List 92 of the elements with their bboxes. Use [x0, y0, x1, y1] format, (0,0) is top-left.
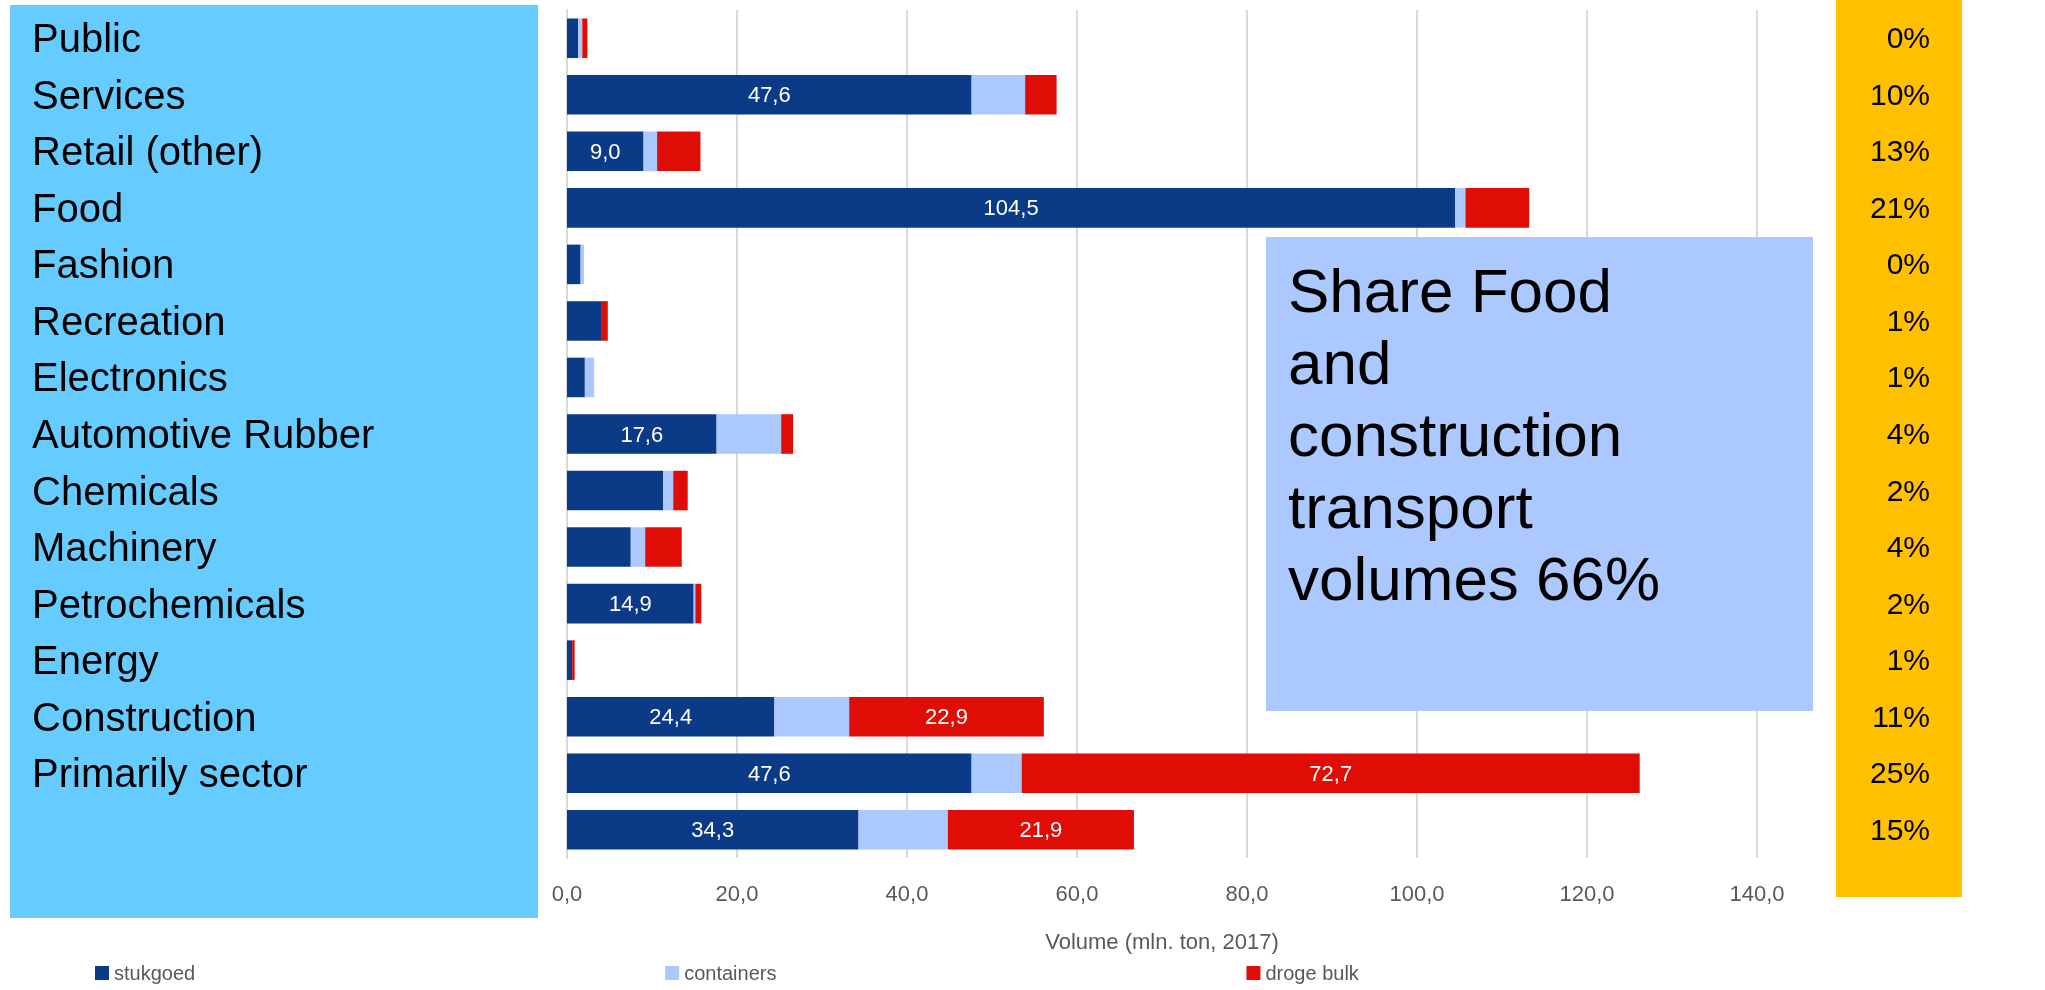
bar	[645, 527, 682, 567]
legend-label: containers	[684, 962, 777, 984]
bar	[567, 75, 972, 115]
data-label: 47,6	[747, 82, 791, 108]
data-label: 47,6	[747, 760, 791, 786]
text: 0%	[1885, 21, 1930, 56]
y-tick-label: Primarily sector	[32, 751, 308, 796]
y-tick-label: Fashion	[32, 242, 175, 287]
x-axis-title: Volume (mln. ton, 2017)	[1045, 928, 1279, 954]
y-tick-label: Electronics	[32, 355, 228, 400]
y-tick-label: Construction	[32, 694, 257, 739]
bar	[630, 527, 646, 567]
bar	[1465, 188, 1530, 228]
bar	[567, 527, 631, 567]
bar	[971, 753, 1022, 793]
bar	[567, 18, 579, 59]
y-tick-label: Petrochemicals	[32, 581, 306, 626]
bar	[947, 809, 1134, 850]
data-label: 104,5	[983, 195, 1039, 221]
annotation: Share Food and construction transport volumes 66%	[1288, 255, 1662, 615]
bar	[567, 583, 694, 624]
text: 1%	[1885, 303, 1930, 338]
bar	[567, 640, 573, 680]
bar	[673, 470, 688, 511]
y-tick-label: Energy	[32, 638, 159, 683]
bar	[567, 301, 602, 341]
y-tick-label: Retail (other)	[32, 129, 264, 174]
y-tick-label: Public	[32, 16, 141, 61]
text: 2%	[1885, 473, 1930, 508]
text: 0%	[1885, 247, 1930, 282]
data-label: 9,0	[589, 138, 621, 164]
text: 1%	[1885, 360, 1930, 395]
text: 4%	[1885, 417, 1930, 451]
bar	[657, 131, 701, 172]
bar	[774, 696, 850, 737]
bar	[663, 470, 674, 511]
text: 4%	[1885, 530, 1930, 565]
data-label: 24,4	[649, 704, 693, 730]
data-label: 17,6	[620, 421, 664, 447]
data-label: 22,9	[925, 704, 968, 730]
x-tick-label: 140,0	[1729, 880, 1785, 906]
y-tick-label: Recreation	[32, 298, 226, 343]
bar	[716, 414, 782, 454]
bar	[567, 188, 1456, 228]
bar	[578, 18, 583, 59]
text: 15%	[1868, 812, 1930, 847]
bar	[567, 131, 644, 172]
y-tick-label: Food	[32, 185, 124, 230]
x-tick-label: 80,0	[1225, 880, 1269, 906]
bar	[601, 301, 608, 341]
bar	[584, 357, 595, 398]
legend-label: stukgoed	[114, 962, 196, 984]
bar	[849, 696, 1044, 737]
bar	[567, 357, 585, 398]
bar	[567, 414, 717, 454]
data-label: 34,3	[691, 817, 735, 843]
y-tick-label: Services	[32, 72, 186, 117]
bar	[971, 75, 1026, 115]
text: 11%	[1871, 699, 1930, 734]
data-label: 14,9	[608, 591, 652, 617]
bar	[1025, 75, 1057, 115]
bar	[643, 131, 658, 172]
bar	[572, 640, 575, 680]
bar	[567, 244, 581, 285]
y-tick-label: Chemicals	[32, 468, 219, 513]
bar	[858, 809, 948, 850]
bar	[1021, 753, 1640, 793]
text: 13%	[1868, 134, 1930, 169]
y-tick-label: Automotive Rubber	[32, 412, 375, 456]
y-tick-label: Machinery	[32, 525, 217, 570]
bar	[781, 414, 794, 454]
bar	[567, 809, 859, 850]
text: 21%	[1868, 190, 1930, 225]
text: 10%	[1868, 77, 1930, 112]
bar	[567, 696, 775, 737]
bar	[1455, 188, 1466, 228]
x-tick-label: 120,0	[1559, 880, 1615, 906]
text: 1%	[1885, 643, 1930, 678]
x-tick-label: 40,0	[885, 880, 929, 906]
bar	[567, 470, 664, 511]
data-label: 21,9	[1019, 817, 1063, 843]
legend-label: droge bulk	[1265, 962, 1360, 984]
text: 2%	[1885, 586, 1930, 621]
x-tick-label: 0,0	[551, 880, 583, 906]
bar	[695, 583, 702, 624]
bar	[582, 18, 588, 59]
x-tick-label: 60,0	[1055, 880, 1099, 906]
text: 25%	[1868, 756, 1930, 791]
x-tick-label: 100,0	[1389, 880, 1445, 906]
x-tick-label: 20,0	[715, 880, 759, 906]
data-label: 72,7	[1309, 760, 1353, 786]
bar	[567, 753, 972, 793]
